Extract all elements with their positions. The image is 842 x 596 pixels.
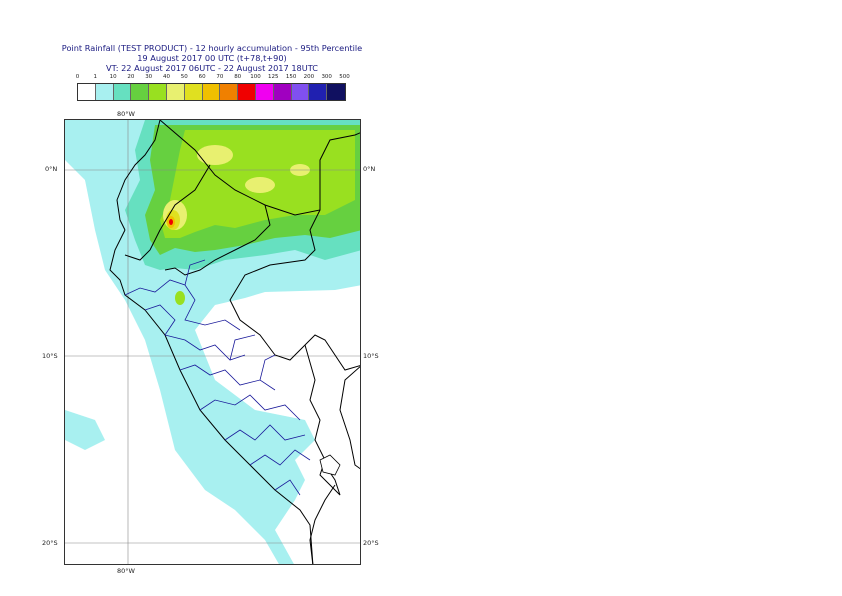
legend-label: 50 [180,74,188,80]
legend-label: 60 [198,74,206,80]
legend-swatch [309,84,328,100]
rainfall-map[interactable] [64,119,361,565]
lat-label-left: 20°S [42,539,58,547]
legend-color-bar [77,83,346,101]
rainfall-field [65,120,360,564]
legend-swatch [166,84,185,100]
region-boundaries [124,259,311,496]
legend-swatch [238,84,256,100]
map-title-line2: 19 August 2017 00 UTC (t+78,t+90) [137,53,287,63]
legend-swatch [255,84,274,100]
legend-swatch [149,84,167,100]
lon-label-top: 80°W [117,110,135,118]
legend-label: 125 [268,74,279,80]
map-canvas [65,120,360,564]
legend-swatch [184,84,203,100]
legend-label: 150 [285,74,297,80]
legend-label: 500 [339,74,350,80]
legend-label: 20 [127,74,135,80]
legend-label: 0 [75,74,80,80]
lat-label-right: 10°S [363,352,379,360]
legend-swatch [131,84,150,100]
legend-label: 1 [93,74,98,80]
legend-label: 10 [109,74,117,80]
legend-label: 100 [250,74,261,80]
map-title-line1: Point Rainfall (TEST PRODUCT) - 12 hourl… [61,43,363,53]
legend-swatch [291,84,310,100]
legend-label: 300 [321,74,332,80]
legend-label: 30 [145,74,153,80]
legend-swatch [202,84,221,100]
lat-label-right: 20°S [363,539,379,547]
map-title-line3: VT: 22 August 2017 06UTC - 22 August 201… [106,63,318,73]
legend-swatch [113,84,132,100]
lat-label-left: 10°S [42,352,58,360]
lon-label-bottom: 80°W [117,567,135,575]
graticule [65,120,360,564]
legend-swatch [273,84,292,100]
legend-swatch [95,84,114,100]
lat-label-right: 0°N [363,165,376,173]
legend-label: 80 [234,74,242,80]
lat-label-left: 0°N [45,165,58,173]
legend-swatch [78,84,96,100]
legend-label: 70 [216,74,224,80]
lake-titicaca [319,454,341,476]
legend-labels: 0 1 10 20 30 40 50 60 70 80 100 125 150 … [0,74,842,84]
legend-label: 200 [303,74,315,80]
legend-swatch [327,84,345,100]
legend-swatch [220,84,239,100]
legend-label: 40 [163,74,170,80]
